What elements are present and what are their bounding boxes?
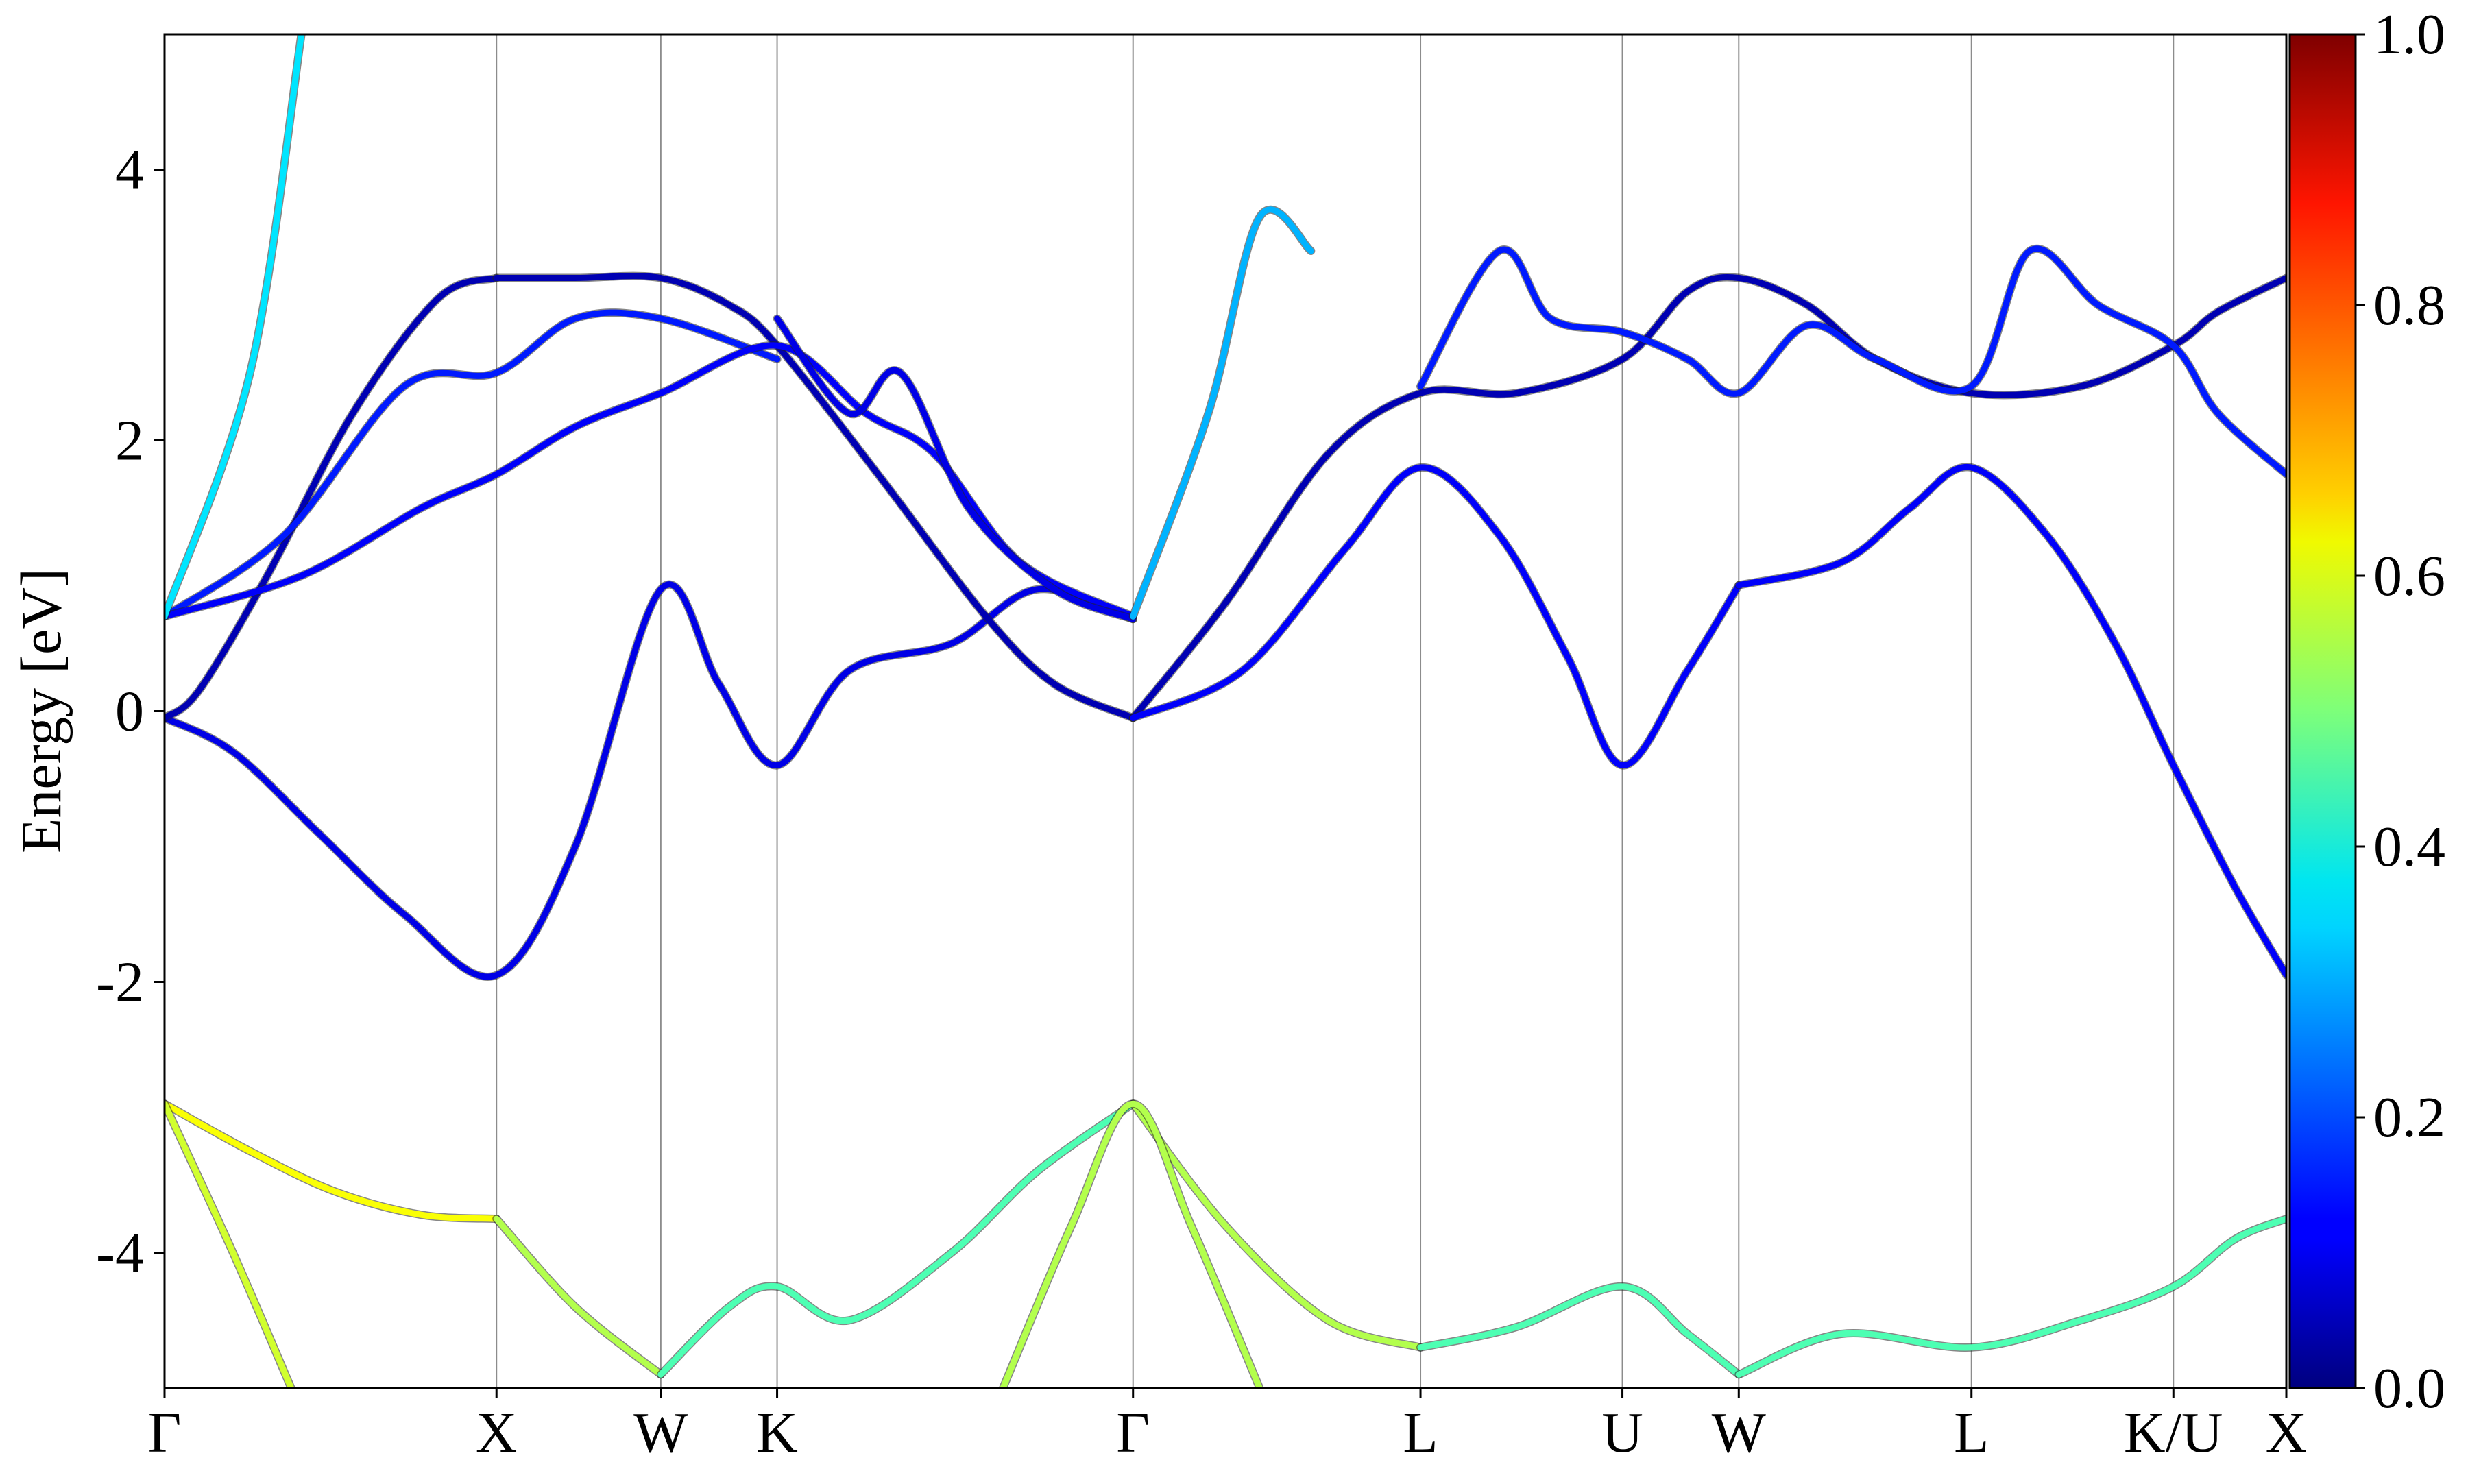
- colorbar-tick-label: 0.4: [2373, 815, 2445, 879]
- band-line: [165, 34, 305, 620]
- y-tick-label: 4: [115, 138, 144, 202]
- band-line: [1000, 1100, 1263, 1388]
- colorbar-tick-label: 1.0: [2373, 3, 2445, 66]
- band-line: [1130, 206, 1314, 620]
- colorbar-tick-label: 0.0: [2373, 1357, 2445, 1420]
- band-line: [165, 581, 1137, 980]
- x-tick-label: Γ: [148, 1401, 182, 1465]
- x-tick-label: U: [1601, 1401, 1643, 1465]
- band-line: [1130, 273, 2286, 721]
- y-tick-label: -2: [96, 951, 144, 1014]
- band-line: [165, 309, 781, 620]
- band-line: [165, 1100, 295, 1388]
- colorbar: [2288, 33, 2357, 1389]
- band-line: [493, 273, 1137, 721]
- colorbar-ticks: 0.0 0.2 0.4 0.6 0.8 1.0: [2356, 3, 2445, 1420]
- y-axis: -4 -2 0 2 4: [96, 138, 165, 1285]
- band-line: [165, 1100, 500, 1222]
- x-tick-label: Γ: [1116, 1401, 1150, 1465]
- x-tick-label: L: [1954, 1401, 1989, 1465]
- colorbar-tick-label: 0.8: [2373, 273, 2445, 337]
- band-line: [1735, 463, 2286, 979]
- x-tick-label: X: [476, 1401, 518, 1465]
- band-line: [1130, 1100, 1424, 1351]
- x-tick-label: W: [1712, 1401, 1767, 1465]
- band-line: [165, 275, 500, 721]
- band-line: [1130, 464, 1742, 768]
- x-tick-label: K/U: [2124, 1401, 2223, 1465]
- colorbar-tick-label: 0.6: [2373, 544, 2445, 608]
- x-tick-label: K: [756, 1401, 798, 1465]
- band-line: [1735, 1215, 2286, 1378]
- colorbar-tick-label: 0.2: [2373, 1086, 2445, 1150]
- high-symmetry-lines: [496, 34, 2175, 1388]
- band-line: [1417, 245, 2286, 478]
- y-tick-label: 0: [115, 680, 144, 744]
- band-line: [1417, 1283, 1742, 1378]
- y-tick-label: 2: [115, 409, 144, 473]
- y-tick-label: -4: [96, 1221, 144, 1285]
- band-line: [493, 1215, 664, 1378]
- band-line: [774, 315, 1137, 622]
- x-tick-label: L: [1403, 1401, 1438, 1465]
- x-tick-label: W: [633, 1401, 688, 1465]
- band-lines: [165, 34, 2286, 1388]
- x-tick-label: X: [2266, 1401, 2308, 1465]
- x-axis: Γ X W K Γ L U W L K/U X: [148, 1388, 2308, 1465]
- band-line: [165, 342, 1137, 620]
- band-line: [657, 1100, 1137, 1378]
- y-axis-label: Energy [eV]: [10, 568, 73, 853]
